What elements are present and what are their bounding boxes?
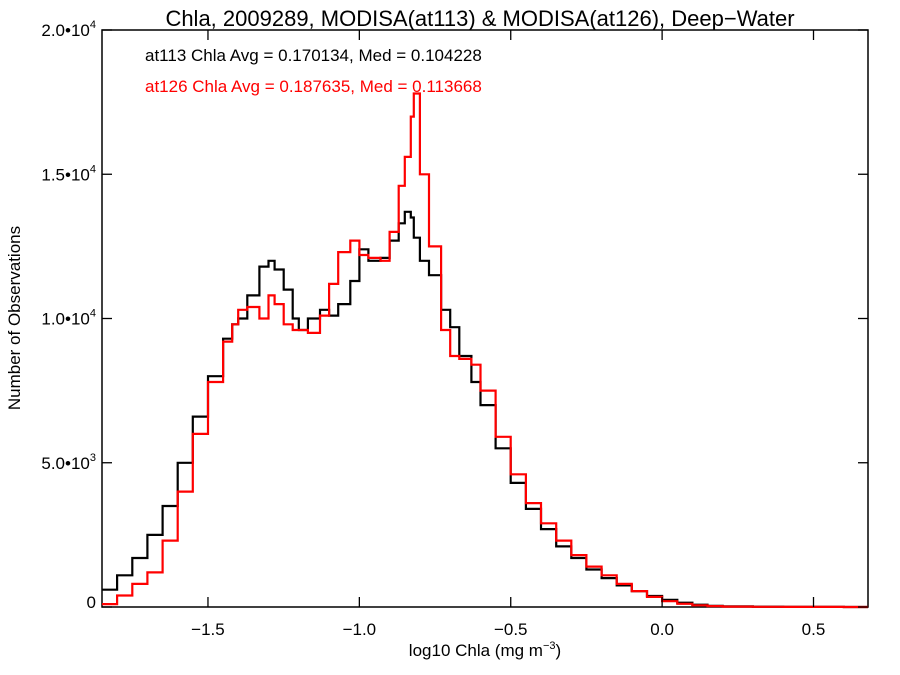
y-tick-label: 5.0•103 [41, 452, 96, 473]
x-tick-label: 0.5 [802, 620, 826, 639]
tick-layer: −1.5 −1.0 −0.5 0.0 0.5 0 5.0•103 1.0•104 1.5•104… [41, 19, 868, 639]
y-axis-label: Number of Observations [5, 226, 24, 410]
annotation-at126-stats: at126 Chla Avg = 0.187635, Med = 0.11366… [145, 77, 482, 96]
x-axis-label-main: log10 Chla (mg m [409, 641, 543, 660]
series-line-at113 [102, 210, 868, 609]
x-axis-label: log10 Chla (mg m−3) [409, 640, 561, 660]
y-tick-label: 0 [87, 593, 96, 612]
y-tick-label: 1.5•104 [41, 163, 96, 184]
x-tick-label: −1.0 [343, 620, 377, 639]
x-tick-label: 0.0 [650, 620, 674, 639]
series-layer [102, 92, 868, 609]
plot-frame [101, 29, 869, 608]
x-tick-label: −0.5 [494, 620, 528, 639]
series-line-at126 [102, 92, 868, 609]
x-tick-label: −1.5 [191, 620, 225, 639]
x-axis-label-close: ) [556, 641, 562, 660]
y-tick-label: 1.0•104 [41, 308, 96, 329]
stat-annotations: at113 Chla Avg = 0.170134, Med = 0.10422… [145, 46, 482, 96]
y-tick-label: 2.0•104 [41, 19, 96, 40]
plot-area: −1.5 −1.0 −0.5 0.0 0.5 0 5.0•103 1.0•104 1.5•104… [41, 19, 869, 639]
annotation-at113-stats: at113 Chla Avg = 0.170134, Med = 0.10422… [145, 46, 482, 65]
x-axis-label-sup: −3 [543, 640, 556, 652]
chart-title: Chla, 2009289, MODISA(at113) & MODISA(at… [165, 6, 794, 31]
